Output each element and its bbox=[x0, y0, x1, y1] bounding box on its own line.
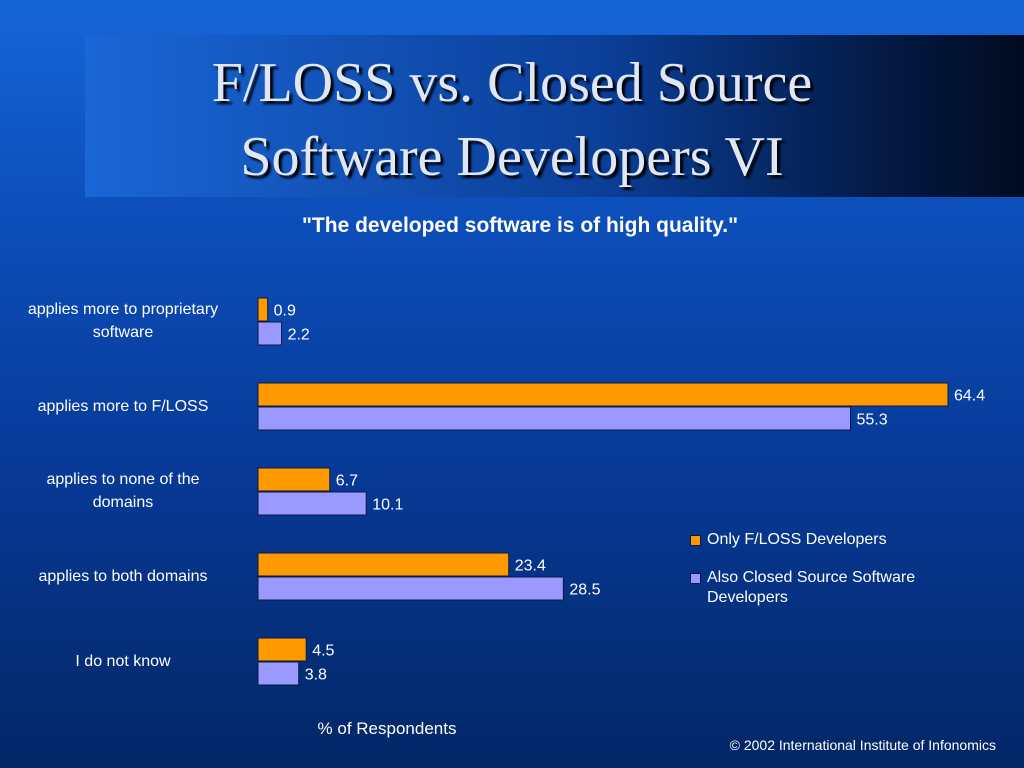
bar-applies-more-to-proprietary-software-series-2 bbox=[257, 321, 283, 346]
legend-label-line: Also Closed Source Software bbox=[707, 569, 916, 586]
bar-applies-more-to-f-loss-series-2 bbox=[257, 406, 851, 431]
category-label-applies-more-to-proprietary-software: applies more to proprietary software bbox=[0, 298, 246, 344]
legend-swatch-only-floss bbox=[690, 535, 701, 546]
legend-swatch-also-closed-source bbox=[690, 573, 701, 584]
category-label-applies-to-none-of-the-domains: applies to none of the domains bbox=[0, 468, 246, 514]
bar-i-do-not-know-series-1 bbox=[257, 637, 307, 662]
data-label-applies-to-both-domains-series-2: 28.5 bbox=[569, 582, 600, 599]
bar-applies-to-both-domains-series-2 bbox=[257, 576, 564, 601]
legend-item-only-floss: Only F/LOSS Developers bbox=[690, 530, 950, 550]
category-label-line: applies more to proprietary bbox=[27, 301, 219, 318]
bar-applies-to-both-domains-series-1 bbox=[257, 552, 510, 577]
category-label-line: applies to both domains bbox=[38, 567, 208, 585]
bar-applies-more-to-proprietary-software-series-1 bbox=[257, 297, 269, 322]
data-label-applies-to-none-of-the-domains-series-2: 10.1 bbox=[372, 497, 403, 514]
bar-applies-more-to-f-loss-series-1 bbox=[257, 382, 949, 407]
legend: Only F/LOSS Developers Also Closed Sourc… bbox=[690, 530, 950, 608]
legend-item-also-closed-source: Also Closed Source Software Developers bbox=[690, 568, 950, 608]
data-label-applies-to-none-of-the-domains-series-1: 6.7 bbox=[336, 473, 358, 490]
slide-title: F/LOSS vs. Closed Source Software Develo… bbox=[85, 46, 939, 194]
legend-label-line: Only F/LOSS Developers bbox=[707, 531, 887, 548]
category-label-line: software bbox=[92, 324, 154, 341]
legend-label-also-closed-source: Also Closed Source Software Developers bbox=[707, 569, 915, 606]
category-label-applies-more-to-f-loss: applies more to F/LOSS bbox=[0, 395, 246, 418]
bar-applies-to-none-of-the-domains-series-1 bbox=[257, 467, 331, 492]
bar-i-do-not-know-series-2 bbox=[257, 661, 300, 686]
data-label-applies-more-to-f-loss-series-2: 55.3 bbox=[857, 412, 888, 429]
slide-title-line-1: F/LOSS vs. Closed Source bbox=[211, 52, 813, 114]
category-label-applies-to-both-domains: applies to both domains bbox=[0, 565, 246, 588]
title-band bbox=[85, 35, 1024, 197]
data-label-applies-to-both-domains-series-1: 23.4 bbox=[515, 558, 546, 575]
legend-label-line: Developers bbox=[707, 589, 788, 606]
category-label-line: applies more to F/LOSS bbox=[37, 397, 209, 415]
category-label-line: domains bbox=[92, 494, 154, 511]
data-label-applies-more-to-f-loss-series-1: 64.4 bbox=[954, 388, 985, 405]
category-label-line: applies to none of the bbox=[46, 471, 200, 488]
category-label-line: I do not know bbox=[75, 652, 171, 670]
category-label-i-do-not-know: I do not know bbox=[0, 650, 246, 673]
x-axis-label: % of Respondents bbox=[317, 719, 457, 738]
data-label-applies-more-to-proprietary-software-series-1: 0.9 bbox=[274, 303, 296, 320]
legend-label-only-floss: Only F/LOSS Developers bbox=[707, 531, 887, 548]
copyright-notice: © 2002 International Institute of Infono… bbox=[729, 737, 996, 753]
data-label-applies-more-to-proprietary-software-series-2: 2.2 bbox=[288, 327, 310, 344]
bar-applies-to-none-of-the-domains-series-2 bbox=[257, 491, 367, 516]
data-label-i-do-not-know-series-2: 3.8 bbox=[305, 667, 327, 684]
data-label-i-do-not-know-series-1: 4.5 bbox=[312, 643, 334, 660]
slide-title-line-2: Software Developers VI bbox=[240, 126, 784, 188]
chart-title: "The developed software is of high quali… bbox=[301, 214, 739, 237]
